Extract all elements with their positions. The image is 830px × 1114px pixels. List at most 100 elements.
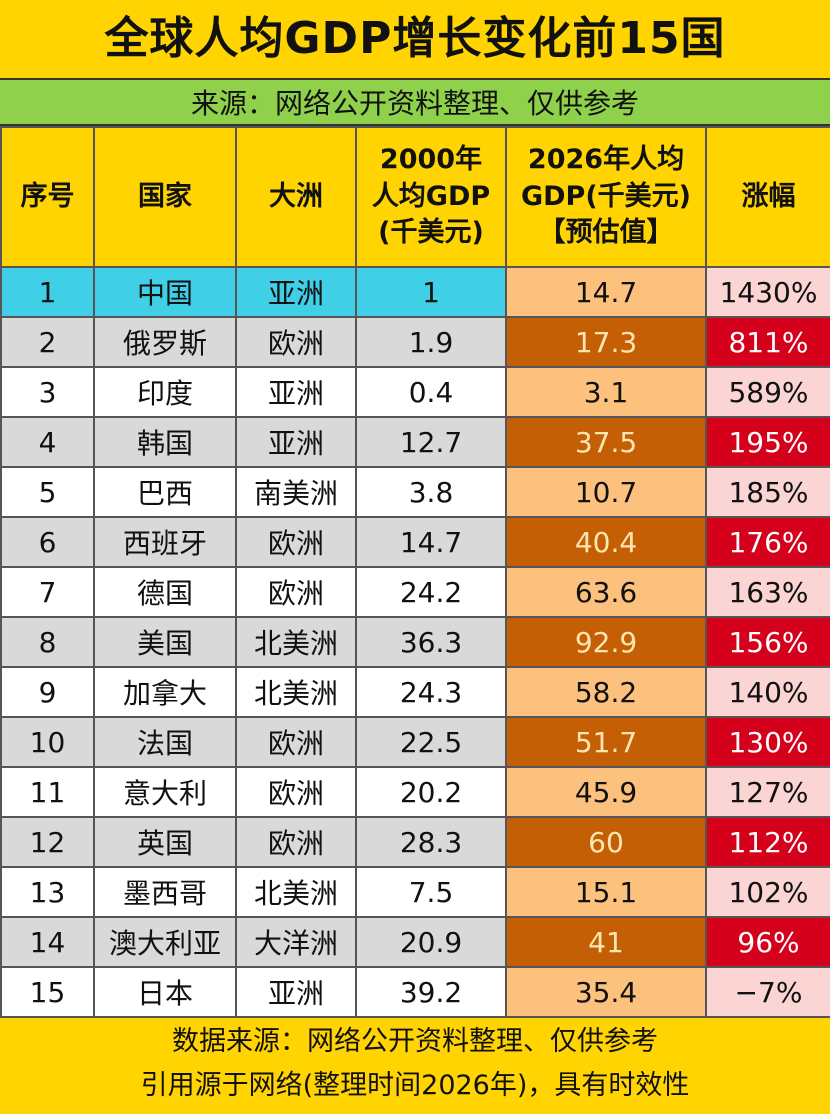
cell-growth: −7% <box>705 966 830 1018</box>
cell-gdp2000: 39.2 <box>355 966 507 1018</box>
cell-country: 俄罗斯 <box>93 316 237 368</box>
cell-growth: 140% <box>705 666 830 718</box>
cell-gdp2026: 15.1 <box>505 866 707 918</box>
cell-gdp2026: 17.3 <box>505 316 707 368</box>
cell-rank: 15 <box>0 966 95 1018</box>
cell-country: 澳大利亚 <box>93 916 237 968</box>
cell-continent: 欧洲 <box>235 766 357 818</box>
header-gdp2026-line: GDP(千美元) <box>520 180 692 212</box>
table-header-row: 序号 国家 大洲 2000年 人均GDP (千美元) 2026年人均 GDP(千… <box>0 126 830 268</box>
cell-gdp2026: 40.4 <box>505 516 707 568</box>
cell-continent: 北美洲 <box>235 616 357 668</box>
cell-continent: 欧洲 <box>235 516 357 568</box>
cell-growth: 589% <box>705 366 830 418</box>
cell-continent: 欧洲 <box>235 716 357 768</box>
header-gdp2000-line: 人均GDP <box>371 180 491 212</box>
header-gdp2000: 2000年 人均GDP (千美元) <box>355 126 507 268</box>
cell-continent: 欧洲 <box>235 566 357 618</box>
table-body: 1 中国 亚洲 1 14.7 1430% 2 俄罗斯 欧洲 1.9 17.3 811% 3 印度 亚洲 0.4… <box>0 266 830 1018</box>
cell-gdp2000: 20.2 <box>355 766 507 818</box>
table-row: 15 日本 亚洲 39.2 35.4 −7% <box>0 966 830 1018</box>
cell-continent: 欧洲 <box>235 316 357 368</box>
cell-gdp2000: 7.5 <box>355 866 507 918</box>
cell-gdp2026: 35.4 <box>505 966 707 1018</box>
cell-rank: 1 <box>0 266 95 318</box>
cell-rank: 12 <box>0 816 95 868</box>
cell-growth: 185% <box>705 466 830 518</box>
cell-rank: 7 <box>0 566 95 618</box>
cell-country: 日本 <box>93 966 237 1018</box>
table-row: 2 俄罗斯 欧洲 1.9 17.3 811% <box>0 316 830 368</box>
cell-country: 西班牙 <box>93 516 237 568</box>
cell-continent: 亚洲 <box>235 966 357 1018</box>
cell-growth: 96% <box>705 916 830 968</box>
header-gdp2026: 2026年人均 GDP(千美元) 【预估值】 <box>505 126 707 268</box>
footer-note: 数据来源：网络公开资料整理、仅供参考 引用源于网络(整理时间2026年)，具有时… <box>0 1016 830 1114</box>
cell-gdp2026: 58.2 <box>505 666 707 718</box>
table-row: 14 澳大利亚 大洋洲 20.9 41 96% <box>0 916 830 968</box>
cell-rank: 3 <box>0 366 95 418</box>
cell-gdp2000: 14.7 <box>355 516 507 568</box>
cell-growth: 1430% <box>705 266 830 318</box>
cell-gdp2000: 0.4 <box>355 366 507 418</box>
header-gdp2000-line: (千美元) <box>378 217 484 249</box>
cell-country: 墨西哥 <box>93 866 237 918</box>
cell-continent: 北美洲 <box>235 666 357 718</box>
cell-gdp2026: 37.5 <box>505 416 707 468</box>
table-row: 5 巴西 南美洲 3.8 10.7 185% <box>0 466 830 518</box>
header-gdp2026-line: 【预估值】 <box>538 217 674 249</box>
cell-gdp2026: 14.7 <box>505 266 707 318</box>
cell-continent: 亚洲 <box>235 416 357 468</box>
cell-continent: 欧洲 <box>235 816 357 868</box>
cell-gdp2026: 45.9 <box>505 766 707 818</box>
gdp-table: 序号 国家 大洲 2000年 人均GDP (千美元) 2026年人均 GDP(千… <box>0 126 830 1018</box>
header-country: 国家 <box>93 126 237 268</box>
cell-country: 中国 <box>93 266 237 318</box>
cell-growth: 127% <box>705 766 830 818</box>
cell-rank: 6 <box>0 516 95 568</box>
cell-country: 法国 <box>93 716 237 768</box>
cell-growth: 156% <box>705 616 830 668</box>
cell-continent: 亚洲 <box>235 366 357 418</box>
table-row: 1 中国 亚洲 1 14.7 1430% <box>0 266 830 318</box>
header-rank: 序号 <box>0 126 95 268</box>
header-continent: 大洲 <box>235 126 357 268</box>
cell-gdp2000: 36.3 <box>355 616 507 668</box>
header-growth: 涨幅 <box>705 126 830 268</box>
cell-growth: 195% <box>705 416 830 468</box>
cell-gdp2000: 3.8 <box>355 466 507 518</box>
cell-rank: 5 <box>0 466 95 518</box>
cell-gdp2000: 24.3 <box>355 666 507 718</box>
table-row: 13 墨西哥 北美洲 7.5 15.1 102% <box>0 866 830 918</box>
cell-growth: 163% <box>705 566 830 618</box>
cell-country: 德国 <box>93 566 237 618</box>
cell-gdp2000: 12.7 <box>355 416 507 468</box>
cell-gdp2026: 63.6 <box>505 566 707 618</box>
cell-gdp2026: 41 <box>505 916 707 968</box>
cell-gdp2000: 22.5 <box>355 716 507 768</box>
cell-gdp2000: 24.2 <box>355 566 507 618</box>
table-row: 3 印度 亚洲 0.4 3.1 589% <box>0 366 830 418</box>
cell-country: 印度 <box>93 366 237 418</box>
table-row: 10 法国 欧洲 22.5 51.7 130% <box>0 716 830 768</box>
cell-continent: 亚洲 <box>235 266 357 318</box>
cell-country: 巴西 <box>93 466 237 518</box>
cell-gdp2026: 51.7 <box>505 716 707 768</box>
cell-country: 加拿大 <box>93 666 237 718</box>
cell-country: 韩国 <box>93 416 237 468</box>
table-row: 11 意大利 欧洲 20.2 45.9 127% <box>0 766 830 818</box>
cell-country: 意大利 <box>93 766 237 818</box>
table-row: 4 韩国 亚洲 12.7 37.5 195% <box>0 416 830 468</box>
cell-gdp2000: 1 <box>355 266 507 318</box>
cell-country: 美国 <box>93 616 237 668</box>
cell-continent: 南美洲 <box>235 466 357 518</box>
cell-gdp2000: 1.9 <box>355 316 507 368</box>
cell-rank: 9 <box>0 666 95 718</box>
cell-gdp2026: 92.9 <box>505 616 707 668</box>
cell-rank: 8 <box>0 616 95 668</box>
footer-line-2: 引用源于网络(整理时间2026年)，具有时效性 <box>140 1070 690 1101</box>
cell-growth: 811% <box>705 316 830 368</box>
cell-rank: 10 <box>0 716 95 768</box>
table-row: 12 英国 欧洲 28.3 60 112% <box>0 816 830 868</box>
table-row: 9 加拿大 北美洲 24.3 58.2 140% <box>0 666 830 718</box>
